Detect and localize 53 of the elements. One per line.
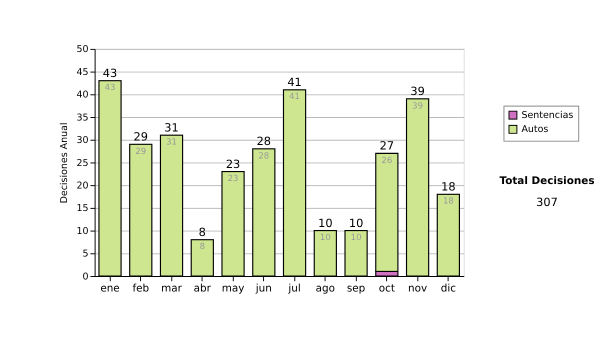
total-label: 43 xyxy=(102,66,118,80)
x-tick-label: dic xyxy=(440,282,456,295)
total-label: 23 xyxy=(226,156,240,171)
data-label: 41 xyxy=(289,92,300,102)
data-label: 10 xyxy=(320,233,331,244)
data-label: 39 xyxy=(412,101,423,112)
legend-label: Autos xyxy=(521,124,548,136)
data-label: 8 xyxy=(200,242,205,252)
total-label: 29 xyxy=(134,130,148,144)
x-tick-label: abr xyxy=(194,282,212,295)
x-tick-label: ene xyxy=(100,282,120,295)
data-label: 23 xyxy=(228,174,238,184)
x-tick-label: may xyxy=(222,282,244,295)
total-label: 18 xyxy=(441,179,456,194)
y-tick-label: 5 xyxy=(82,248,88,260)
y-tick-label: 15 xyxy=(76,203,88,214)
x-tick-label: jun xyxy=(254,282,272,295)
y-tick-label: 35 xyxy=(76,112,88,124)
y-tick-label: 10 xyxy=(76,226,88,237)
data-label: 10 xyxy=(350,233,362,244)
x-tick-label: feb xyxy=(132,282,150,295)
total-label: 8 xyxy=(198,224,206,239)
y-axis-title: Decisiones Anual xyxy=(58,122,70,204)
total-label: 39 xyxy=(410,84,425,98)
legend-label: Sentencias xyxy=(521,110,574,121)
data-label: 18 xyxy=(442,196,454,207)
data-label: 31 xyxy=(166,138,177,148)
data-label: 29 xyxy=(135,146,146,157)
y-tick-label: 30 xyxy=(76,135,88,146)
x-tick-label: oct xyxy=(378,282,395,295)
y-tick-label: 20 xyxy=(76,180,88,192)
x-tick-label: nov xyxy=(408,282,428,295)
text: 307 xyxy=(536,194,558,209)
total-label: 10 xyxy=(318,216,333,230)
total-label: 28 xyxy=(256,134,272,148)
data-label: 28 xyxy=(258,151,270,162)
y-tick-label: 45 xyxy=(76,66,88,78)
total-label: 27 xyxy=(380,138,394,153)
data-label: 26 xyxy=(381,156,392,166)
total-label: 10 xyxy=(348,216,364,230)
y-tick-label: 0 xyxy=(82,271,88,282)
bar xyxy=(375,152,398,272)
y-tick-label: 50 xyxy=(76,44,88,56)
y-tick-label: 40 xyxy=(76,90,88,101)
x-tick-label: sep xyxy=(346,282,366,295)
text: Total Decisiones xyxy=(499,175,595,188)
total-label: 41 xyxy=(287,74,302,89)
x-tick-label: mar xyxy=(161,282,183,295)
x-tick-label: ago xyxy=(316,282,335,295)
x-tick-label: jul xyxy=(287,282,301,295)
total-label: 31 xyxy=(164,120,179,134)
y-tick-label: 25 xyxy=(76,158,88,169)
data-label: 43 xyxy=(104,83,116,94)
